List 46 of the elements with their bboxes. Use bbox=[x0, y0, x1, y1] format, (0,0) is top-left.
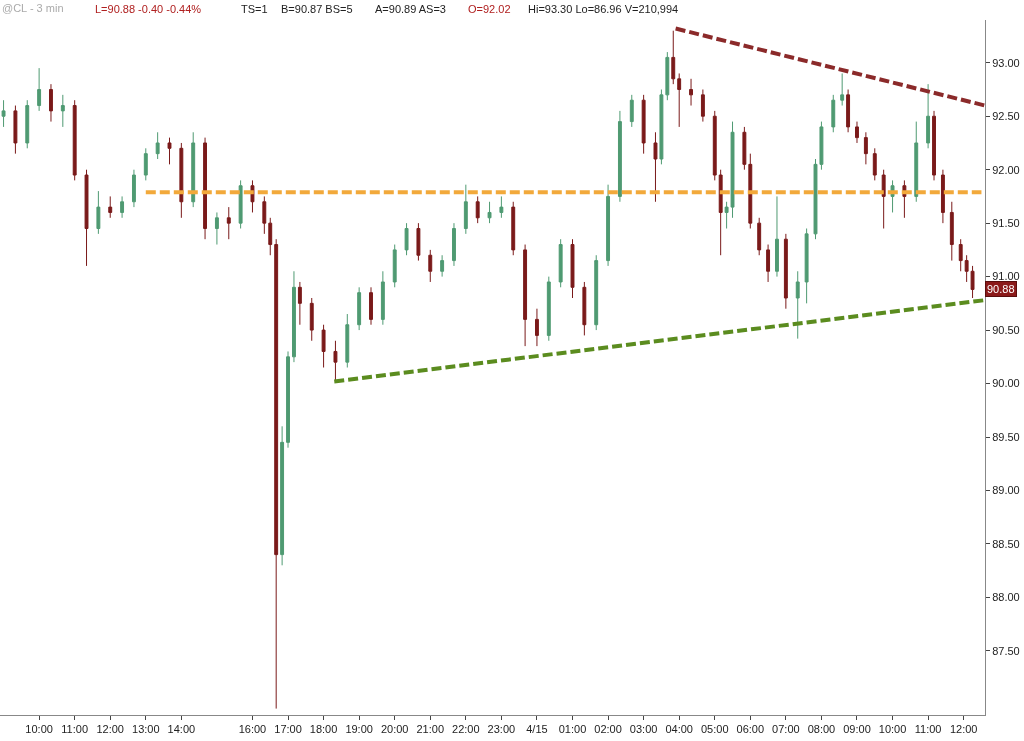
y-tick-label: 93.00 bbox=[992, 56, 1020, 69]
chart-title: @CL - 3 min bbox=[2, 1, 64, 14]
text: TS=1 bbox=[241, 3, 268, 15]
x-tick-label: 11:00 bbox=[914, 723, 942, 736]
y-tick-label: 92.00 bbox=[992, 163, 1020, 176]
x-tick-label: 12:00 bbox=[949, 723, 978, 736]
text: B=90.87 BS=5 bbox=[281, 3, 353, 15]
text: L=90.88 -0.40 -0.44% bbox=[95, 3, 202, 15]
x-tick-label: 08:00 bbox=[807, 723, 836, 736]
y-tick-label: 88.00 bbox=[992, 591, 1020, 604]
x-tick-label: 4/15 bbox=[526, 723, 548, 736]
x-tick-label: 09:00 bbox=[843, 723, 871, 736]
x-tick-label: 01:00 bbox=[558, 723, 587, 736]
x-tick-label: 12:00 bbox=[96, 723, 124, 736]
x-tick-label: 11:00 bbox=[61, 723, 89, 736]
y-tick-label: 91.00 bbox=[992, 270, 1020, 283]
y-tick-label: 87.50 bbox=[992, 644, 1020, 657]
y-tick-label: 89.00 bbox=[992, 484, 1020, 497]
y-tick-label: 90.00 bbox=[992, 377, 1020, 390]
x-tick-label: 23:00 bbox=[487, 723, 516, 736]
x-tick-label: 06:00 bbox=[736, 723, 765, 736]
x-tick-label: 22:00 bbox=[452, 723, 480, 736]
y-tick-label: 89.50 bbox=[992, 430, 1020, 443]
x-tick-label: 13:00 bbox=[132, 723, 160, 736]
x-tick-label: 18:00 bbox=[309, 723, 338, 736]
x-tick-label: 20:00 bbox=[380, 723, 409, 736]
x-tick-label: 14:00 bbox=[167, 723, 196, 736]
x-tick-label: 10:00 bbox=[25, 723, 53, 736]
text: A=90.89 AS=3 bbox=[375, 3, 446, 15]
y-tick-label: 90.50 bbox=[992, 323, 1020, 336]
x-tick-label: 19:00 bbox=[345, 723, 373, 736]
y-tick-label: 91.50 bbox=[992, 217, 1020, 229]
text: O=92.02 bbox=[468, 3, 511, 15]
y-tick-label: 92.50 bbox=[992, 110, 1020, 123]
x-tick-label: 17:00 bbox=[274, 723, 302, 736]
annotation: 90.88 bbox=[987, 283, 1015, 295]
x-tick-label: 10:00 bbox=[878, 723, 907, 736]
x-tick-label: 07:00 bbox=[772, 723, 800, 736]
x-tick-label: 03:00 bbox=[629, 723, 658, 736]
x-tick-label: 16:00 bbox=[238, 723, 267, 736]
x-tick-label: 21:00 bbox=[416, 723, 445, 736]
x-tick-label: 04:00 bbox=[665, 723, 693, 736]
text: Hi=93.30 Lo=86.96 V=210,994 bbox=[528, 3, 679, 15]
x-tick-label: 02:00 bbox=[594, 723, 622, 736]
x-tick-label: 05:00 bbox=[700, 723, 729, 736]
y-tick-label: 88.50 bbox=[992, 537, 1020, 550]
